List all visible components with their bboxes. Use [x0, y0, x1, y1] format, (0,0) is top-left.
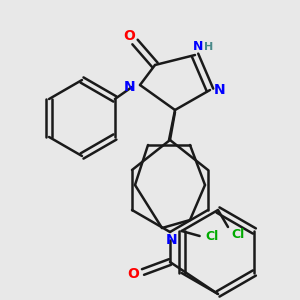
Text: O: O — [123, 29, 135, 43]
Text: N: N — [214, 83, 226, 97]
Text: N: N — [124, 80, 136, 94]
Text: N: N — [166, 233, 178, 247]
Text: O: O — [127, 267, 139, 281]
Text: Cl: Cl — [205, 230, 218, 242]
Text: Cl: Cl — [231, 229, 244, 242]
Text: H: H — [204, 42, 214, 52]
Text: N: N — [193, 40, 203, 53]
